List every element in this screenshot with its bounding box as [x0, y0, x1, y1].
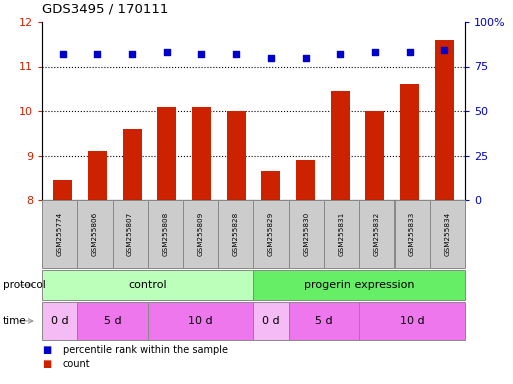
Bar — [400, 84, 419, 200]
Point — [302, 55, 310, 61]
Text: GSM255831: GSM255831 — [339, 212, 345, 256]
Point — [93, 51, 102, 57]
Text: 5 d: 5 d — [315, 316, 333, 326]
Text: progerin expression: progerin expression — [304, 280, 415, 290]
Text: 10 d: 10 d — [400, 316, 424, 326]
Text: percentile rank within the sample: percentile rank within the sample — [63, 345, 228, 355]
Bar — [157, 106, 176, 200]
Text: control: control — [128, 280, 167, 290]
Point — [267, 55, 275, 61]
Bar — [261, 171, 281, 200]
Point — [440, 47, 448, 53]
Text: 10 d: 10 d — [188, 316, 213, 326]
Point — [163, 49, 171, 55]
Point — [198, 51, 206, 57]
Point — [336, 51, 344, 57]
Bar — [53, 180, 72, 200]
Bar — [296, 160, 315, 200]
Point — [58, 51, 67, 57]
Text: GSM255830: GSM255830 — [303, 212, 309, 256]
Text: count: count — [63, 359, 90, 369]
Bar — [123, 129, 142, 200]
Text: time: time — [3, 316, 26, 326]
Text: GDS3495 / 170111: GDS3495 / 170111 — [42, 2, 168, 15]
Text: GSM255809: GSM255809 — [198, 212, 204, 256]
Text: GSM255774: GSM255774 — [56, 212, 63, 256]
Text: GSM255807: GSM255807 — [127, 212, 133, 256]
Text: GSM255808: GSM255808 — [163, 212, 168, 256]
Text: protocol: protocol — [3, 280, 45, 290]
Text: 0 d: 0 d — [262, 316, 280, 326]
Text: GSM255834: GSM255834 — [444, 212, 450, 256]
Point — [128, 51, 136, 57]
Text: GSM255833: GSM255833 — [409, 212, 415, 256]
Text: 5 d: 5 d — [104, 316, 121, 326]
Text: ■: ■ — [42, 359, 51, 369]
Point — [232, 51, 240, 57]
Bar — [331, 91, 350, 200]
Bar — [365, 111, 384, 200]
Bar — [435, 40, 453, 200]
Text: GSM255828: GSM255828 — [233, 212, 239, 256]
Text: GSM255806: GSM255806 — [92, 212, 98, 256]
Bar — [192, 106, 211, 200]
Bar — [227, 111, 246, 200]
Text: ■: ■ — [42, 345, 51, 355]
Text: GSM255832: GSM255832 — [374, 212, 380, 256]
Point — [405, 49, 413, 55]
Bar — [88, 151, 107, 200]
Text: GSM255829: GSM255829 — [268, 212, 274, 256]
Point — [371, 49, 379, 55]
Text: 0 d: 0 d — [51, 316, 68, 326]
